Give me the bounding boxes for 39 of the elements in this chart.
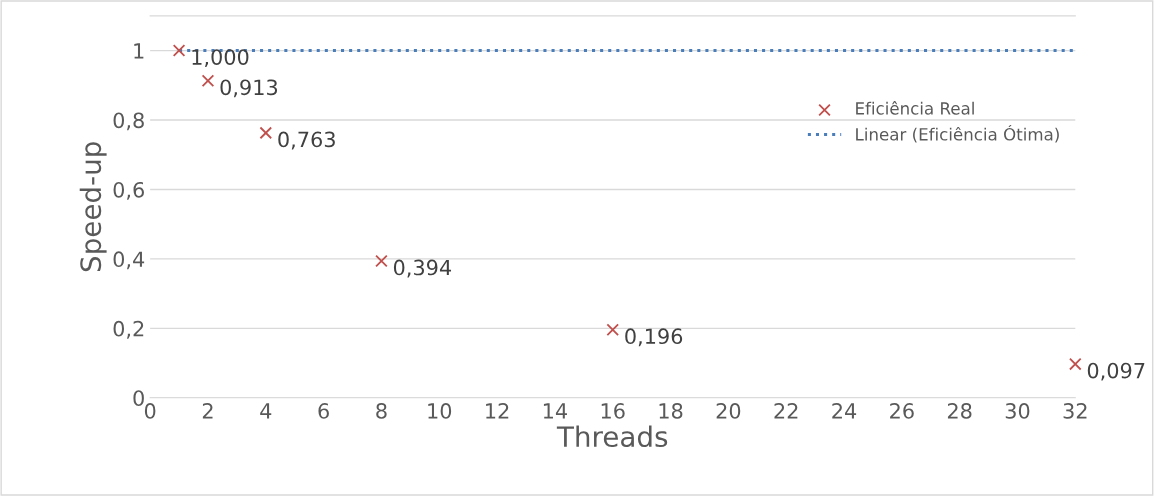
x-axis-title: Threads [556, 425, 668, 448]
y-tick-label: 0,6 [113, 181, 144, 200]
y-tick-label: 1 [134, 43, 144, 59]
x-tick-label: 18 [659, 403, 683, 419]
data-label: 0,394 [393, 259, 452, 278]
point [172, 44, 186, 57]
y-tick-label: 0,2 [113, 320, 144, 339]
x-tick-label: 30 [1005, 403, 1030, 419]
point [375, 254, 388, 268]
legend-label: Linear (Eficiência Ótima) [856, 124, 1059, 143]
y-tick-label: 0,8 [113, 112, 144, 131]
x-tick-label: 24 [832, 403, 857, 419]
data-label: 0,763 [278, 131, 335, 150]
x-tick-label: 10 [428, 403, 452, 419]
x-tick-label: 22 [774, 403, 798, 419]
x-tick-label: 0 [144, 403, 156, 419]
x-tick-label: 26 [890, 403, 914, 419]
data-label: 0,196 [625, 328, 683, 347]
x-tick-label: 4 [260, 403, 272, 419]
data-label: 0,097 [1087, 362, 1145, 381]
x-tick-label: 20 [716, 403, 741, 419]
data-label: 1,000 [192, 49, 249, 68]
point [1069, 357, 1082, 371]
x-tick-label: 32 [1063, 403, 1087, 419]
legend-label: Eficiência Real [856, 101, 974, 115]
point [606, 323, 620, 337]
y-tick-label: 0,4 [113, 251, 145, 270]
data-label: 0,913 [220, 79, 278, 98]
x-tick-label: 2 [202, 403, 213, 419]
x-tick-label: 8 [376, 403, 387, 419]
x-tick-label: 28 [947, 403, 972, 419]
point [259, 126, 273, 140]
x-tick-label: 12 [486, 403, 509, 419]
y-axis-title: Speed-up [79, 142, 107, 272]
x-tick-label: 16 [601, 403, 625, 419]
point [201, 74, 215, 88]
x-tick-label: 6 [318, 403, 329, 419]
y-tick-label: 0 [133, 390, 144, 406]
x-tick-label: 14 [543, 403, 567, 419]
